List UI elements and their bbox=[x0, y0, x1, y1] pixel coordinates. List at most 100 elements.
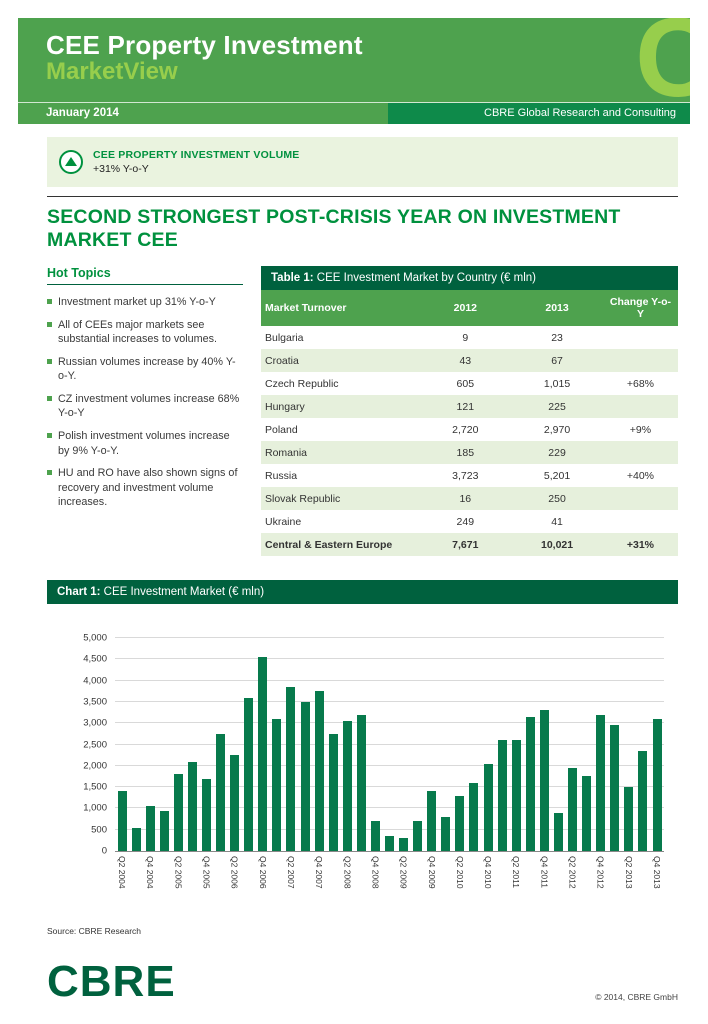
table-cell: Hungary bbox=[261, 395, 420, 418]
bar-slot bbox=[537, 638, 551, 851]
table-title-text: CEE Investment Market by Country (€ mln) bbox=[313, 272, 537, 284]
chart-bar bbox=[624, 787, 634, 851]
x-label-slot: Q4 2008 bbox=[368, 856, 382, 908]
x-label-slot bbox=[467, 856, 481, 908]
gridline bbox=[115, 637, 664, 638]
gridline bbox=[115, 828, 664, 830]
table-header-row: Market Turnover 2012 2013 Change Y-o-Y bbox=[261, 290, 678, 326]
x-label-slot: Q4 2009 bbox=[425, 856, 439, 908]
x-label-slot bbox=[157, 856, 171, 908]
table-cell: 249 bbox=[456, 515, 475, 528]
x-axis-tick-label: Q4 2011 bbox=[539, 856, 550, 888]
chart-bar bbox=[300, 701, 310, 851]
x-label-slot bbox=[270, 856, 284, 908]
bar-slot bbox=[509, 638, 523, 851]
table-cell: Romania bbox=[261, 441, 420, 464]
hot-topic-item: Russian volumes increase by 40% Y-o-Y. bbox=[47, 355, 243, 384]
bar-slot bbox=[636, 638, 650, 851]
table-cell: 67 bbox=[511, 349, 603, 372]
chart-bar bbox=[483, 763, 493, 851]
x-axis-tick-label: Q4 2012 bbox=[595, 856, 606, 889]
gridline bbox=[115, 807, 664, 809]
y-axis-tick-label: 4,000 bbox=[83, 675, 107, 687]
table-cell bbox=[603, 510, 678, 533]
country-table-body: Bulgaria 9 23 Croatia 43 67 Czech Republic 605 1… bbox=[261, 326, 678, 556]
bar-slot bbox=[382, 638, 396, 851]
x-axis-tick-label: Q4 2007 bbox=[314, 856, 325, 889]
bar-slot bbox=[214, 638, 228, 851]
bar-slot bbox=[199, 638, 213, 851]
table-cell: Poland bbox=[265, 423, 298, 436]
chart-x-labels: Q2 2004 Q4 2004 Q2 2005 Q4 2005 Q2 2006 Q4 20… bbox=[115, 856, 664, 908]
chart-bar bbox=[427, 791, 437, 851]
table-cell: 9 bbox=[462, 331, 469, 344]
bar-slot bbox=[523, 638, 537, 851]
table-cell: 605 bbox=[456, 377, 475, 390]
chart-bar bbox=[568, 767, 578, 851]
x-label-slot: Q4 2011 bbox=[537, 856, 551, 908]
chart-bar bbox=[258, 657, 268, 851]
header-title-area: CEE Property Investment MarketView C bbox=[18, 18, 690, 114]
x-axis-tick-label: Q4 2010 bbox=[483, 856, 494, 889]
chart-bar bbox=[145, 806, 155, 851]
chart-bar bbox=[286, 687, 296, 851]
columns: Hot Topics Investment market up 31% Y-o-… bbox=[47, 266, 678, 556]
table-cell bbox=[602, 487, 678, 510]
table-cell bbox=[603, 326, 678, 349]
bar-slot bbox=[171, 638, 185, 851]
x-axis-tick-label: Q4 2006 bbox=[257, 856, 268, 889]
bar-slot bbox=[580, 638, 594, 851]
hot-topics-list: Investment market up 31% Y-o-Y All of CEE… bbox=[47, 295, 243, 510]
x-label-slot bbox=[495, 856, 509, 908]
bar-slot bbox=[551, 638, 565, 851]
indicator-band: CEE PROPERTY INVESTMENT VOLUME +31% Y-o-… bbox=[47, 137, 678, 187]
hot-topic-text: Polish investment volumes increase by 9%… bbox=[58, 429, 230, 457]
x-label-slot: Q4 2007 bbox=[312, 856, 326, 908]
x-label-slot bbox=[411, 856, 425, 908]
x-axis-tick-label: Q2 2013 bbox=[623, 856, 634, 889]
table-row: Croatia 43 67 bbox=[261, 349, 678, 372]
table-cell: Central & Eastern Europe bbox=[261, 533, 420, 556]
indicator-value: +31% Y-o-Y bbox=[93, 163, 149, 175]
bar-slot bbox=[284, 638, 298, 851]
bullet-square-icon bbox=[47, 432, 52, 438]
chart-bar bbox=[342, 721, 352, 851]
gridline bbox=[115, 700, 664, 702]
x-label-slot: Q2 2011 bbox=[509, 856, 523, 908]
table-cell: 10,021 bbox=[511, 533, 603, 556]
country-table: Market Turnover 2012 2013 Change Y-o-Y B… bbox=[261, 290, 678, 556]
hot-topic-text: Investment market up 31% Y-o-Y bbox=[58, 296, 216, 308]
chart-bar bbox=[497, 740, 507, 851]
x-label-slot: Q2 2007 bbox=[284, 856, 298, 908]
bar-slot bbox=[298, 638, 312, 851]
chart-bar bbox=[187, 761, 197, 851]
bar-slot bbox=[439, 638, 453, 851]
table-cell: +9% bbox=[629, 423, 652, 436]
x-label-slot: Q4 2013 bbox=[650, 856, 664, 908]
chart-bar bbox=[131, 827, 141, 851]
table-row: Romania 185 229 bbox=[261, 441, 678, 464]
table-row: Czech Republic 605 1,015 +68% bbox=[261, 372, 678, 395]
x-axis-tick-label: Q2 2008 bbox=[342, 856, 353, 889]
chart-bar bbox=[399, 838, 409, 851]
table-cell: 229 bbox=[511, 441, 603, 464]
bar-slot bbox=[256, 638, 270, 851]
bar-slot bbox=[453, 638, 467, 851]
col-header-market-turnover: Market Turnover bbox=[261, 290, 420, 326]
table-cell: 2,970 bbox=[543, 423, 571, 436]
x-label-slot bbox=[354, 856, 368, 908]
report-title: CEE Property Investment bbox=[46, 30, 363, 60]
x-axis-tick-label: Q2 2009 bbox=[398, 856, 409, 889]
bar-slot bbox=[340, 638, 354, 851]
bar-slot bbox=[368, 638, 382, 851]
bar-slot bbox=[495, 638, 509, 851]
bullet-square-icon bbox=[47, 395, 52, 401]
table-row: Central & Eastern Europe 7,671 10,021 +31% bbox=[261, 533, 678, 556]
bar-slot bbox=[622, 638, 636, 851]
x-axis-tick-label: Q4 2013 bbox=[652, 856, 662, 889]
table-cell: +40% bbox=[626, 469, 655, 482]
y-axis-tick-label: 1,500 bbox=[83, 781, 107, 793]
bullet-square-icon bbox=[47, 470, 52, 476]
bar-slot bbox=[129, 638, 143, 851]
hot-topic-text: Russian volumes increase by 40% Y-o-Y. bbox=[58, 355, 236, 383]
